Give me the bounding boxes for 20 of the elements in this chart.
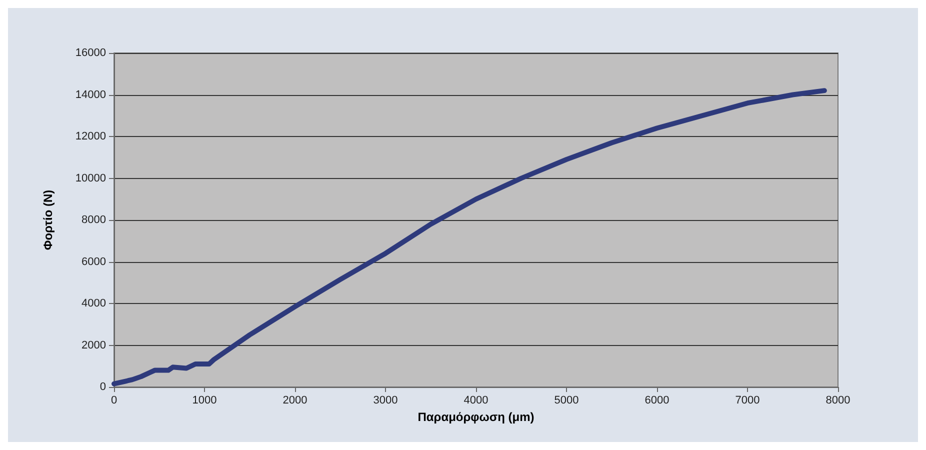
y-tick-label: 16000 (75, 47, 106, 59)
x-tick-label: 3000 (373, 394, 398, 406)
x-tick-label: 0 (110, 394, 118, 406)
y-axis-title: Φορτίο (N) (41, 190, 55, 250)
x-tick-label: 8000 (826, 394, 850, 406)
y-tick-label: 4000 (82, 298, 106, 310)
y-tick-label: 10000 (75, 172, 106, 184)
y-tick-label: 2000 (82, 339, 106, 352)
y-tick-label: 14000 (75, 88, 106, 101)
y-tick-label: 0 (100, 381, 106, 393)
x-tick-label: 4000 (464, 394, 488, 406)
x-tick-label: 7000 (735, 394, 760, 406)
x-tick-label: 6000 (644, 394, 670, 406)
x-tick-label: 5000 (554, 394, 579, 406)
x-tick-label: 2000 (282, 394, 308, 406)
y-tick-label: 8000 (82, 214, 106, 226)
x-tick-label: 1000 (192, 394, 217, 406)
y-tick-label: 12000 (75, 130, 106, 142)
x-axis-title: Παραμόρφωση (μm) (418, 410, 534, 424)
y-tick-label: 6000 (82, 256, 106, 268)
